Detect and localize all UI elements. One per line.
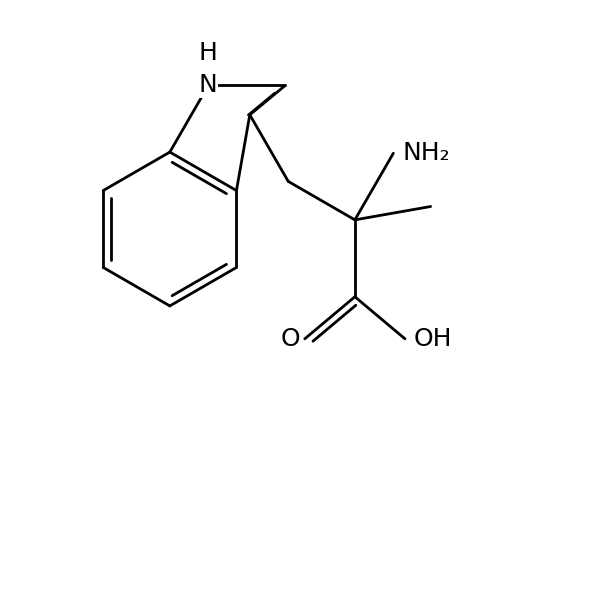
Text: NH₂: NH₂	[402, 141, 450, 165]
Text: N: N	[199, 73, 218, 97]
Text: O: O	[280, 327, 300, 351]
Text: OH: OH	[414, 327, 452, 351]
Text: H: H	[199, 41, 218, 65]
